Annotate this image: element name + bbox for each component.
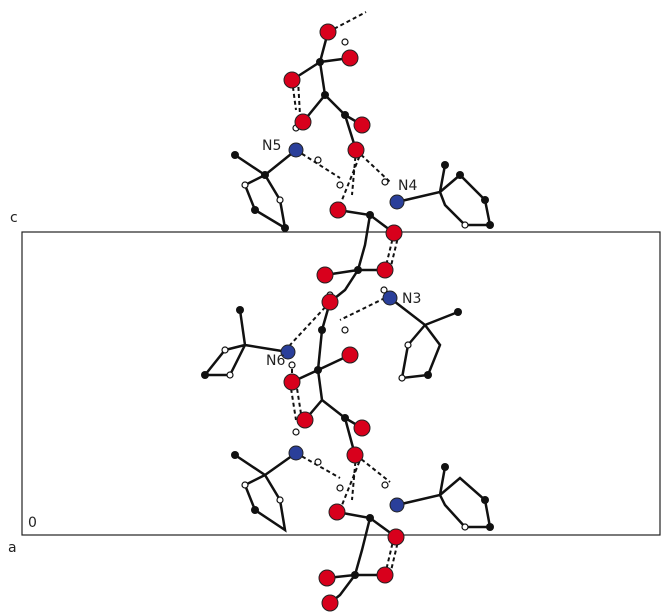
atom-label: N6 [266,353,285,369]
origin-label: 0 [28,515,37,531]
axis-label: a [8,540,17,556]
crystal-packing-diagram: c a 0 N5 N4 N3 N6 [0,0,665,613]
carbon-atoms [201,58,494,579]
hydrogen-bonds [290,12,399,575]
atom-label: N4 [398,178,417,194]
axis-label: c [10,210,18,226]
atom-label: N5 [262,138,281,154]
atom-label: N3 [402,291,421,307]
